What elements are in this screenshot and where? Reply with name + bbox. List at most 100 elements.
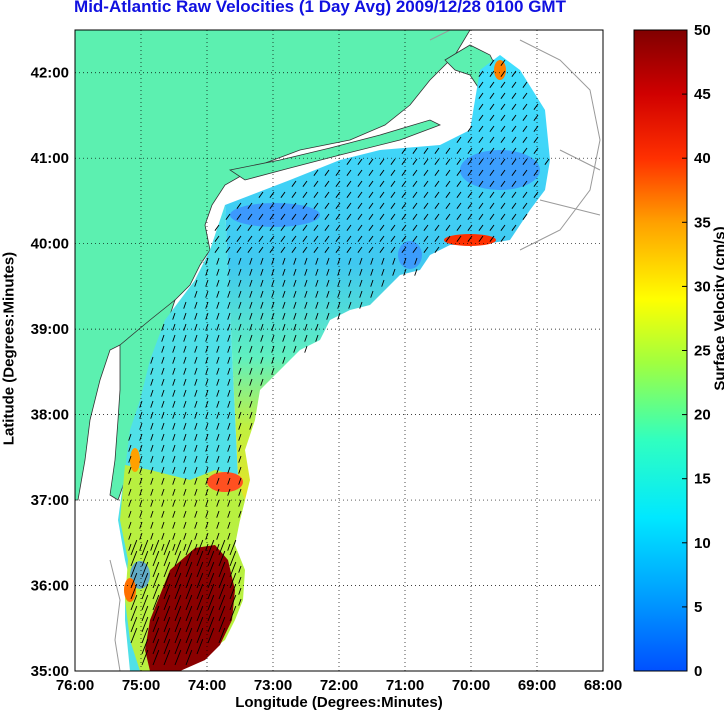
- current-vector: [390, 158, 396, 165]
- current-vector: [348, 257, 352, 265]
- current-vector: [152, 539, 160, 556]
- y-tick-label: 42:00: [31, 65, 69, 82]
- current-vector: [522, 191, 528, 198]
- current-vector: [280, 191, 286, 198]
- current-vector: [335, 224, 341, 231]
- current-vector: [183, 433, 187, 441]
- current-vector: [183, 334, 187, 342]
- current-vector: [128, 466, 132, 474]
- y-tick-label: 35:00: [31, 663, 69, 680]
- colorbar-tick-labels: 0 5 10 15 20 25 30 35 40 45 50: [682, 22, 711, 680]
- current-vector: [282, 268, 286, 276]
- current-vector: [161, 422, 165, 430]
- current-vector: [130, 605, 138, 622]
- current-vector: [185, 616, 193, 633]
- current-vector: [205, 268, 209, 276]
- current-vector: [227, 345, 231, 353]
- current-vector: [216, 323, 220, 331]
- current-vector: [368, 202, 374, 209]
- current-vector: [533, 147, 539, 154]
- current-vector: [434, 158, 440, 165]
- current-vector: [381, 257, 385, 265]
- current-vector: [522, 92, 528, 99]
- current-vector: [163, 649, 171, 666]
- current-vector: [500, 136, 506, 143]
- current-vector: [227, 290, 231, 298]
- current-vector: [238, 510, 242, 518]
- current-vector: [269, 191, 275, 198]
- current-vector: [236, 213, 242, 220]
- current-vector: [194, 312, 198, 320]
- current-vector: [150, 510, 154, 518]
- current-vector: [152, 583, 160, 600]
- current-vector: [434, 191, 440, 198]
- current-vector: [172, 455, 176, 463]
- current-vector: [326, 279, 330, 287]
- current-vector: [185, 594, 193, 611]
- current-vector: [216, 356, 220, 364]
- current-vector: [260, 334, 264, 342]
- current-vector: [172, 389, 176, 397]
- current-vector: [412, 147, 418, 154]
- current-vector: [152, 649, 160, 666]
- current-vector: [247, 213, 253, 220]
- current-vector: [346, 169, 352, 176]
- current-vector: [522, 125, 528, 132]
- current-vector: [304, 279, 308, 287]
- current-vector: [348, 279, 352, 287]
- current-vector: [313, 224, 319, 231]
- current-vector: [445, 213, 451, 220]
- current-vector: [196, 605, 204, 622]
- current-vector: [172, 532, 176, 540]
- current-vector: [172, 400, 176, 408]
- current-vector: [511, 70, 517, 77]
- current-vector: [315, 279, 319, 287]
- x-tick-label: 68:00: [584, 677, 622, 694]
- current-vector: [161, 411, 165, 419]
- current-vector: [238, 499, 242, 507]
- x-tick-label: 71:00: [386, 677, 424, 694]
- current-vector: [163, 561, 171, 578]
- current-vector: [229, 550, 237, 567]
- current-vector: [258, 202, 264, 209]
- current-vector: [247, 202, 253, 209]
- current-vector: [183, 444, 187, 452]
- y-tick-label: 37:00: [31, 492, 69, 509]
- current-vector: [141, 583, 149, 600]
- current-vector: [282, 334, 286, 342]
- current-vector: [346, 235, 352, 242]
- current-vector: [139, 455, 143, 463]
- current-vector: [161, 488, 165, 496]
- current-vector: [478, 81, 484, 88]
- current-vector: [174, 627, 182, 644]
- current-vector: [185, 638, 193, 655]
- current-vector: [128, 444, 132, 452]
- current-vector: [522, 213, 528, 220]
- current-vector: [183, 422, 187, 430]
- current-vector: [467, 191, 473, 198]
- current-vector: [163, 572, 171, 589]
- current-vector: [205, 312, 209, 320]
- current-vector: [500, 59, 506, 66]
- current-vector: [227, 323, 231, 331]
- current-vector: [238, 455, 242, 463]
- current-vector: [293, 312, 297, 320]
- current-vector: [500, 147, 506, 154]
- current-vector: [390, 235, 396, 242]
- current-vector: [368, 180, 374, 187]
- current-vector: [172, 334, 176, 342]
- colorbar-tick-label: 40: [694, 150, 711, 167]
- current-vector: [185, 572, 193, 589]
- current-vector: [249, 367, 253, 375]
- current-vector: [139, 521, 143, 529]
- current-vector: [216, 543, 220, 551]
- current-vector: [205, 521, 209, 529]
- current-vector: [218, 561, 226, 578]
- current-vector: [161, 455, 165, 463]
- low-speed-patch: [130, 561, 150, 589]
- current-vector: [227, 433, 231, 441]
- current-vector: [522, 114, 528, 121]
- current-vector: [258, 235, 264, 242]
- current-vector: [227, 356, 231, 364]
